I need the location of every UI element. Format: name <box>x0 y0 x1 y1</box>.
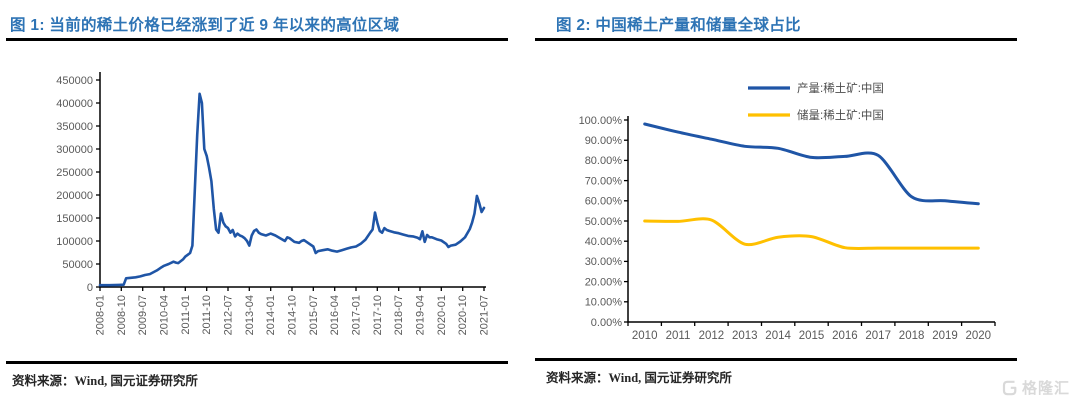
svg-text:2020-10: 2020-10 <box>457 295 469 335</box>
svg-text:0.00%: 0.00% <box>591 317 622 329</box>
watermark-text: 格隆汇 <box>1022 380 1071 397</box>
svg-text:2013-04: 2013-04 <box>244 295 256 335</box>
svg-text:200000: 200000 <box>56 190 93 202</box>
svg-text:2018: 2018 <box>899 330 925 342</box>
figure1-source-rule <box>6 361 508 364</box>
svg-text:40.00%: 40.00% <box>585 236 623 248</box>
svg-text:30.00%: 30.00% <box>585 256 623 268</box>
svg-text:2012-07: 2012-07 <box>223 295 235 335</box>
svg-text:100.00%: 100.00% <box>579 115 623 127</box>
svg-text:2019: 2019 <box>932 330 958 342</box>
svg-text:90.00%: 90.00% <box>585 135 623 147</box>
svg-text:2016: 2016 <box>832 330 858 342</box>
svg-text:2017-10: 2017-10 <box>372 295 384 335</box>
svg-text:2010-04: 2010-04 <box>159 295 171 335</box>
svg-text:2011: 2011 <box>666 330 691 342</box>
svg-text:2018-07: 2018-07 <box>393 295 405 335</box>
svg-text:2021-07: 2021-07 <box>479 295 491 335</box>
svg-text:2009-07: 2009-07 <box>137 295 149 335</box>
svg-text:2012: 2012 <box>699 330 725 342</box>
figure1-title-rule <box>6 38 508 41</box>
svg-text:0: 0 <box>87 282 93 294</box>
svg-text:2014: 2014 <box>765 330 791 342</box>
svg-text:2015: 2015 <box>799 330 825 342</box>
svg-text:2014-01: 2014-01 <box>265 295 277 335</box>
figure1-source: 资料来源：Wind, 国元证券研究所 <box>12 374 198 388</box>
figure1-plot: 0 50000 100000 150000 200000 250000 300000 3500… <box>0 44 530 360</box>
figure1-title: 图 1: 当前的稀土价格已经涨到了近 9 年以来的高位区域 <box>10 17 400 34</box>
svg-text:2020-01: 2020-01 <box>436 295 448 335</box>
svg-text:350000: 350000 <box>56 121 93 133</box>
svg-text:2011-01: 2011-01 <box>180 295 192 335</box>
svg-text:2015-07: 2015-07 <box>308 295 320 335</box>
svg-text:2008-10: 2008-10 <box>116 295 128 335</box>
gelonghui-watermark: 格隆汇 <box>1001 377 1070 398</box>
figure2-plot: 0.00% 10.00% 20.00% 30.00% 40.00% 50.00% 60.00… <box>540 44 1080 360</box>
svg-text:400000: 400000 <box>56 98 93 110</box>
svg-text:2010: 2010 <box>632 330 658 342</box>
figure2-title: 图 2: 中国稀土产量和储量全球占比 <box>556 17 801 34</box>
svg-text:2016-04: 2016-04 <box>329 295 341 335</box>
figure2-source: 资料来源：Wind, 国元证券研究所 <box>546 371 732 385</box>
svg-text:450000: 450000 <box>56 75 93 87</box>
svg-text:储量:稀土矿:中国: 储量:稀土矿:中国 <box>797 108 884 122</box>
svg-text:10.00%: 10.00% <box>585 297 623 309</box>
svg-text:产量:稀土矿:中国: 产量:稀土矿:中国 <box>797 81 884 95</box>
svg-text:2019-04: 2019-04 <box>415 295 427 335</box>
svg-text:80.00%: 80.00% <box>585 155 623 167</box>
svg-text:2020: 2020 <box>966 330 992 342</box>
svg-text:50.00%: 50.00% <box>585 216 623 228</box>
svg-text:100000: 100000 <box>56 236 93 248</box>
gelonghui-g-icon <box>1002 380 1017 395</box>
figure2-title-rule <box>535 38 1017 41</box>
svg-text:2011-10: 2011-10 <box>201 295 213 335</box>
svg-text:250000: 250000 <box>56 167 93 179</box>
svg-text:60.00%: 60.00% <box>585 196 623 208</box>
svg-text:70.00%: 70.00% <box>585 175 623 187</box>
svg-text:300000: 300000 <box>56 144 93 156</box>
svg-text:2008-01: 2008-01 <box>95 295 107 335</box>
svg-text:150000: 150000 <box>56 213 93 225</box>
figure2-source-rule <box>535 358 1017 361</box>
svg-text:2017-01: 2017-01 <box>351 295 363 335</box>
svg-text:2014-10: 2014-10 <box>287 295 299 335</box>
svg-text:2017: 2017 <box>865 330 891 342</box>
svg-text:2013: 2013 <box>732 330 758 342</box>
svg-text:20.00%: 20.00% <box>585 276 623 288</box>
svg-text:50000: 50000 <box>62 259 93 271</box>
